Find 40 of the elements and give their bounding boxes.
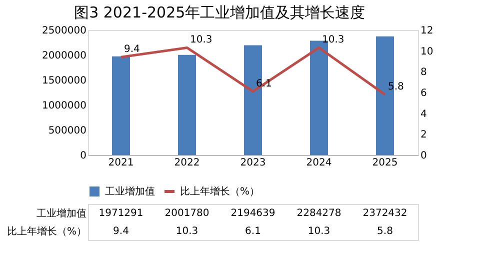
y2-tick-label: 4 [420,108,427,120]
data-label: 2001780 [164,208,210,219]
y-tick-label: 0 [80,150,86,162]
x-tick-label: 2021 [108,158,134,168]
y2-tick-label: 12 [420,26,434,36]
x-tick-label: 2022 [174,158,200,168]
y-tick-label: 2000000 [42,50,86,62]
data-label: 9.4 [113,226,129,237]
data-label: 5.8 [377,226,393,237]
y2-tick-label: 0 [420,150,427,162]
y-tick-label: 2500000 [42,26,86,36]
data-label: 10.3 [176,226,198,237]
annotation: 6.1 [256,78,272,90]
x-tick-label: 2024 [306,158,332,168]
bar [178,54,196,155]
data-label: 10.3 [308,226,330,237]
bar [112,56,130,155]
y-tick-label: 1500000 [42,76,86,86]
annotation: 10.3 [190,34,212,46]
text: 工业增加值 [36,208,86,220]
legend-label: 工业增加值 [105,186,155,198]
y2-tick-label: 6 [420,88,427,99]
y2-tick-label: 2 [420,130,427,141]
y-tick-label: 500000 [48,126,86,136]
data-label: 1971291 [98,208,144,219]
y2-tick-label: 8 [420,67,427,78]
data-label: 2372432 [362,208,408,219]
annotation: 10.3 [322,34,344,46]
data-label: 2284278 [296,208,342,219]
chart-title: 图3 2021-2025年工业增加值及其增长速度 [74,4,366,22]
data-label: 6.1 [245,226,261,237]
line-series [120,46,386,96]
x-tick-label: 2023 [240,158,266,168]
legend-label: 比上年增长（%） [180,186,260,198]
y2-tick-label: 10 [420,46,434,58]
text: 比上年增长（%） [6,226,86,238]
y-tick-label: 1000000 [42,100,86,112]
data-label: 2194639 [230,208,276,219]
annotation: 9.4 [124,44,140,56]
x-tick-label: 2025 [372,158,398,168]
